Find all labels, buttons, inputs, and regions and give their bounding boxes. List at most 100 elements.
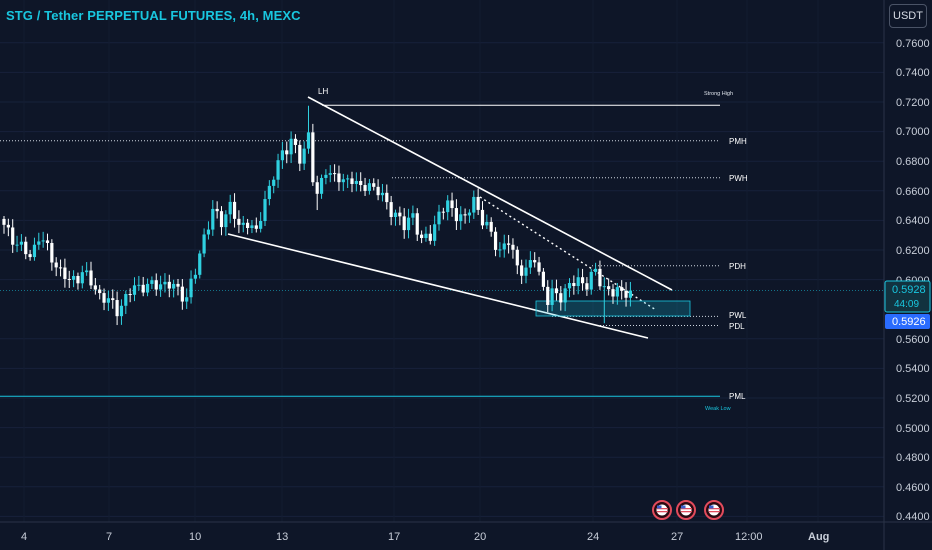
- y-tick: 0.5600: [896, 334, 930, 346]
- y-tick: 0.4600: [896, 482, 930, 494]
- candle-body: [246, 222, 250, 229]
- candle-body: [489, 221, 493, 232]
- candle-body: [319, 177, 324, 194]
- candle-body: [263, 199, 267, 221]
- candle-body: [98, 289, 102, 294]
- candle-body: [437, 211, 441, 225]
- candle-body: [424, 233, 428, 239]
- candle-body: [476, 196, 480, 210]
- candle-body: [250, 225, 254, 229]
- candle-body: [559, 293, 563, 303]
- x-tick: 24: [587, 531, 599, 543]
- y-tick: 0.6200: [896, 245, 930, 257]
- candle-body: [341, 179, 345, 183]
- candle-body: [11, 227, 15, 245]
- candle-body: [563, 288, 567, 303]
- y-tick: 0.7200: [896, 97, 930, 109]
- economic-events[interactable]: [652, 500, 724, 520]
- candle-body: [198, 253, 202, 275]
- candle-body: [254, 225, 258, 229]
- candle-body: [411, 213, 415, 218]
- candle-body: [306, 132, 311, 149]
- candle-body: [267, 185, 271, 200]
- candle-body: [598, 268, 602, 287]
- candle-body: [554, 288, 559, 294]
- candle-body: [76, 275, 80, 284]
- candle-body: [302, 148, 306, 164]
- candle-body: [520, 265, 524, 276]
- us-flag-event-icon[interactable]: [676, 500, 696, 520]
- candle-body: [550, 288, 554, 305]
- candle-body: [580, 277, 585, 284]
- candle-body: [102, 293, 106, 303]
- candle-body: [232, 201, 237, 219]
- candle-body: [298, 144, 302, 164]
- candle-body: [376, 186, 380, 196]
- candle-body: [224, 214, 228, 228]
- candle-body: [624, 290, 628, 298]
- pml-label: PML: [729, 392, 746, 401]
- strong-high-label: Strong High: [704, 91, 733, 97]
- candle-body: [41, 240, 45, 242]
- candle-body: [367, 183, 371, 191]
- candle-body: [463, 214, 467, 216]
- y-tick: 0.7000: [896, 126, 930, 138]
- candle-body: [602, 286, 606, 288]
- candle-body: [324, 174, 328, 178]
- candle-body: [315, 182, 319, 194]
- candle-body: [589, 271, 593, 290]
- candle-body: [15, 244, 19, 246]
- candle-body: [446, 200, 450, 213]
- candle-body: [132, 285, 137, 295]
- us-flag-event-icon[interactable]: [652, 500, 672, 520]
- candle-body: [507, 243, 511, 245]
- candle-body: [480, 209, 485, 226]
- candle-body: [380, 192, 385, 196]
- candle-body: [159, 284, 163, 290]
- y-tick: 0.6600: [896, 186, 930, 198]
- candle-body: [176, 283, 180, 287]
- y-tick: 0.5200: [896, 393, 930, 405]
- candle-body: [385, 192, 389, 203]
- x-tick: Aug: [808, 531, 829, 543]
- candle-body: [28, 254, 32, 258]
- candle-body: [333, 173, 337, 175]
- candle-body: [359, 180, 363, 186]
- y-tick: 0.4800: [896, 452, 930, 464]
- candle-body: [45, 240, 50, 243]
- pwh-label: PWH: [729, 174, 748, 183]
- candle-body: [393, 212, 398, 218]
- candle-body: [154, 280, 158, 290]
- candle-body: [237, 218, 241, 225]
- candle-body: [398, 212, 402, 217]
- candle-body: [594, 268, 598, 272]
- candle-body: [63, 267, 67, 279]
- candle-body: [502, 243, 506, 250]
- candle-body: [172, 283, 176, 289]
- candle-body: [567, 283, 572, 289]
- candle-body: [189, 278, 193, 298]
- candle-body: [420, 234, 424, 239]
- candle-body: [128, 294, 132, 296]
- candle-body: [163, 281, 167, 285]
- candle-body: [215, 208, 219, 212]
- candle-body: [611, 289, 615, 297]
- candle-body: [211, 208, 215, 230]
- x-tick: 17: [388, 531, 400, 543]
- candle-body: [428, 233, 432, 241]
- bid-price-badge: 0.5926: [885, 314, 930, 329]
- us-flag-event-icon[interactable]: [704, 500, 724, 520]
- current-price-value: 0.5928: [892, 284, 926, 296]
- candle-body: [272, 179, 276, 186]
- candle-body: [54, 262, 58, 268]
- candle-body: [620, 287, 624, 291]
- bid-price-value: 0.5926: [892, 316, 926, 328]
- candle-body: [185, 297, 189, 302]
- candle-body: [202, 234, 206, 254]
- candle-body: [433, 224, 437, 241]
- pwl-label: PWL: [729, 311, 747, 320]
- bid-price-badge-bg: [885, 314, 930, 329]
- currency-button[interactable]: USDT: [889, 4, 927, 28]
